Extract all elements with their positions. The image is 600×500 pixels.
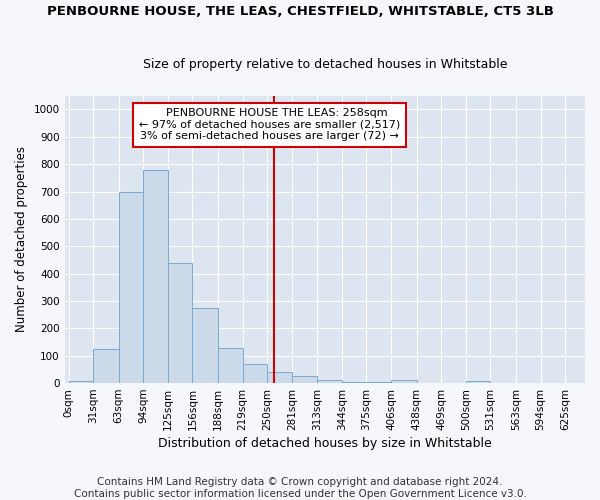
- Bar: [466, 381, 490, 383]
- Bar: [93, 349, 119, 383]
- Y-axis label: Number of detached properties: Number of detached properties: [15, 146, 28, 332]
- Bar: [317, 380, 342, 383]
- Bar: [342, 382, 367, 383]
- Bar: [68, 381, 93, 383]
- Text: PENBOURNE HOUSE, THE LEAS, CHESTFIELD, WHITSTABLE, CT5 3LB: PENBOURNE HOUSE, THE LEAS, CHESTFIELD, W…: [47, 5, 553, 18]
- Bar: [193, 308, 218, 383]
- X-axis label: Distribution of detached houses by size in Whitstable: Distribution of detached houses by size …: [158, 437, 491, 450]
- Text: PENBOURNE HOUSE THE LEAS: 258sqm
← 97% of detached houses are smaller (2,517)
3%: PENBOURNE HOUSE THE LEAS: 258sqm ← 97% o…: [139, 108, 400, 142]
- Bar: [168, 262, 193, 383]
- Title: Size of property relative to detached houses in Whitstable: Size of property relative to detached ho…: [143, 58, 507, 71]
- Bar: [367, 382, 391, 383]
- Bar: [143, 170, 168, 383]
- Bar: [391, 380, 416, 383]
- Text: Contains HM Land Registry data © Crown copyright and database right 2024.
Contai: Contains HM Land Registry data © Crown c…: [74, 478, 526, 499]
- Bar: [218, 348, 242, 383]
- Bar: [267, 372, 292, 383]
- Bar: [119, 192, 143, 383]
- Bar: [292, 376, 317, 383]
- Bar: [242, 364, 267, 383]
